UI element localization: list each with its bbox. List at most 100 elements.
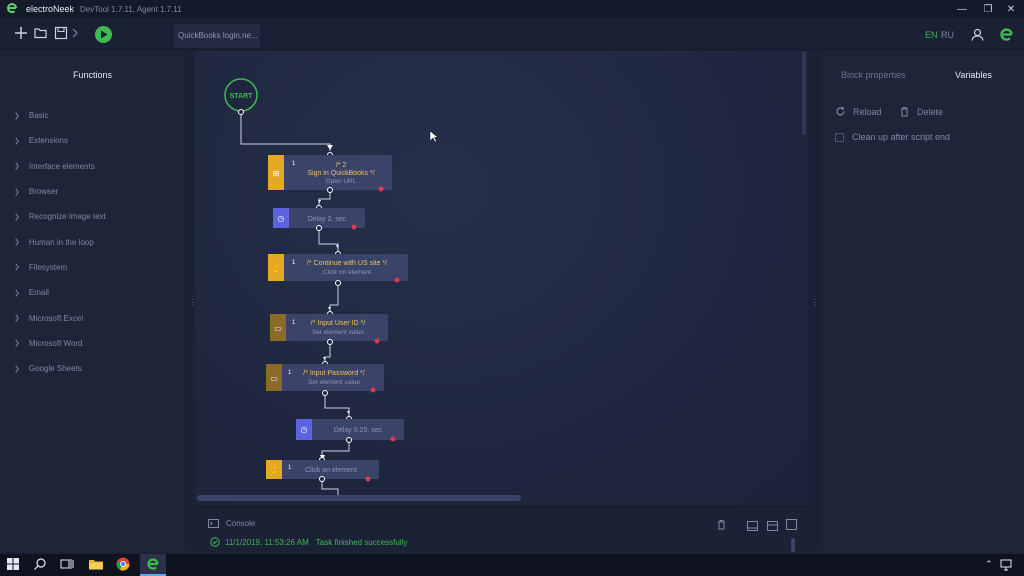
app-version: DevTool 1.7.11, Agent 1.7.11: [80, 4, 182, 14]
console-panel: Console 11/1/2019, 11:53:26 AM Task fini…: [195, 506, 807, 552]
title-bar: electroNeek DevTool 1.7.11, Agent 1.7.11: [0, 0, 1024, 18]
function-category-google-sheets[interactable]: ❯ Google Sheets: [14, 364, 82, 374]
functions-title: Functions: [72, 70, 113, 80]
browser-icon: ⊞: [273, 169, 280, 178]
block-delay-2[interactable]: ◷ Delay 2. sec: [273, 205, 365, 231]
save-icon[interactable]: [53, 26, 69, 42]
input-icon: ▭: [274, 324, 282, 333]
tray-chevron-up-icon[interactable]: ⌃: [985, 559, 993, 569]
clock-icon: ◷: [301, 425, 308, 434]
chevron-right-icon: ❯: [14, 163, 20, 171]
reload-icon: [836, 106, 845, 116]
workflow-canvas[interactable]: ▾ ▾ ▾ ▾ ▾ START ⊞ 1 /* 2 Sign in QuickBo…: [195, 51, 807, 506]
start-node[interactable]: START: [224, 78, 258, 115]
click-icon: ☝: [269, 464, 279, 474]
block-subtitle: Set element value: [312, 329, 364, 336]
block-input-password[interactable]: ▭ 1 /* Input Password */ Set element val…: [266, 361, 384, 396]
close-icon[interactable]: ✕: [1006, 3, 1016, 15]
plus-icon[interactable]: [13, 26, 29, 42]
block-continue-us-site[interactable]: ☝ 1 /* Continue with US site */ Click on…: [268, 251, 408, 286]
function-category-interface-elements[interactable]: ❯ Interface elements: [14, 161, 95, 171]
block-click-on-element[interactable]: ☝ 1 Click on element: [266, 457, 379, 482]
trash-icon[interactable]: [716, 517, 727, 535]
workflow-diagram[interactable]: ▾ ▾ ▾ ▾ ▾ START ⊞ 1 /* 2 Sign in QuickBo…: [195, 51, 807, 506]
lang-en[interactable]: EN: [925, 30, 938, 40]
folder-icon[interactable]: [33, 26, 49, 42]
tab-variables[interactable]: Variables: [955, 70, 992, 80]
click-icon: ☝: [271, 263, 281, 273]
collapse-left-handle[interactable]: ⋮: [189, 298, 197, 307]
block-input-user-id[interactable]: ▭ 1 /* Input User ID */ Set element valu…: [270, 311, 388, 345]
os-taskbar: ⌃: [0, 554, 1024, 576]
maximize-icon[interactable]: ❐: [983, 3, 993, 15]
tab-block-properties[interactable]: Block properties: [841, 70, 906, 80]
lang-ru[interactable]: RU: [941, 30, 954, 40]
chrome-icon[interactable]: [116, 557, 132, 573]
block-title-line2: Sign in QuickBooks */: [307, 170, 374, 177]
chevron-right-icon: ❯: [14, 340, 20, 348]
block-subtitle: Delay 0.25. sec: [334, 427, 383, 434]
chevron-right-icon: ❯: [14, 289, 20, 297]
svg-text:1: 1: [288, 465, 292, 471]
block-subtitle: Set element value: [308, 379, 360, 386]
chevron-right-icon: ❯: [14, 315, 20, 323]
block-delay-025[interactable]: ◷ Delay 0.25. sec: [296, 416, 404, 443]
layout-split-icon[interactable]: [767, 518, 778, 536]
function-category-filesystem[interactable]: ❯ Filesystem: [14, 262, 68, 272]
console-icon: [208, 519, 219, 528]
run-button[interactable]: [95, 26, 112, 43]
electroneek-icon: [147, 558, 159, 570]
chevron-right-icon[interactable]: [67, 26, 83, 42]
layout-full-icon[interactable]: [786, 517, 797, 535]
chevron-right-icon: ❯: [14, 112, 20, 120]
user-icon[interactable]: [971, 28, 984, 46]
task-view-icon[interactable]: [60, 557, 76, 573]
network-icon[interactable]: [1000, 558, 1012, 576]
console-log-entry: 11/1/2019, 11:53:26 AM Task finished suc…: [210, 537, 407, 547]
svg-text:1: 1: [292, 161, 296, 167]
reload-button[interactable]: Reload: [835, 106, 882, 117]
chevron-right-icon: ❯: [14, 264, 20, 272]
properties-panel: Block properties Variables Reload Delete…: [822, 51, 1024, 551]
function-category-microsoft-word[interactable]: ❯ Microsoft Word: [14, 338, 83, 348]
electroneek-logo-icon: [6, 2, 20, 16]
function-category-browser[interactable]: ❯ Browser: [14, 187, 59, 197]
function-category-human-in-the-loop[interactable]: ❯ Human in the loop: [14, 237, 94, 247]
chevron-right-icon: ❯: [14, 137, 20, 145]
search-icon[interactable]: [33, 557, 49, 573]
cleanup-checkbox[interactable]: [835, 132, 844, 142]
block-open-url[interactable]: ⊞ 1 /* 2 Sign in QuickBooks */ Open URL: [268, 152, 392, 193]
clock-icon: ◷: [278, 214, 285, 223]
collapse-right-handle[interactable]: ⋮: [811, 298, 819, 307]
chevron-right-icon: ❯: [14, 213, 20, 221]
start-label: START: [230, 93, 254, 100]
tab-quickbooks-login[interactable]: QuickBooks login.ne...: [174, 24, 260, 48]
windows-start-icon[interactable]: [6, 557, 22, 573]
chevron-right-icon: ❯: [14, 188, 20, 196]
block-title-line1: /* 2: [336, 162, 347, 169]
vertical-scrollbar: [802, 51, 806, 135]
console-header[interactable]: Console: [208, 519, 255, 528]
minimize-icon[interactable]: —: [957, 3, 967, 15]
brand-icon: [999, 27, 1014, 47]
function-category-email[interactable]: ❯ Email: [14, 288, 49, 298]
functions-panel: Functions ❯ Basic ❯ Extensions ❯ Interface …: [0, 51, 185, 551]
svg-text:1: 1: [292, 320, 296, 326]
svg-text:▾: ▾: [328, 306, 331, 312]
console-scrollbar[interactable]: [791, 538, 795, 552]
electroneek-taskbar-button[interactable]: [140, 554, 166, 576]
delete-button[interactable]: Delete: [899, 106, 943, 117]
layout-bottom-icon[interactable]: [747, 518, 758, 536]
horizontal-scrollbar: [197, 495, 521, 501]
trash-icon: [901, 107, 908, 117]
file-explorer-icon[interactable]: [88, 557, 104, 573]
function-category-recognize-image-text[interactable]: ❯ Recognize image text: [14, 212, 106, 222]
input-icon: ▭: [270, 374, 278, 383]
function-category-microsoft-excel[interactable]: ❯ Microsoft Excel: [14, 313, 84, 323]
mouse-cursor-icon: [429, 130, 439, 143]
svg-text:1: 1: [288, 370, 292, 376]
function-category-extensions[interactable]: ❯ Extensions: [14, 136, 69, 146]
block-subtitle: Open URL: [326, 178, 357, 185]
function-category-basic[interactable]: ❯ Basic: [14, 111, 49, 121]
cleanup-checkbox-row[interactable]: Clean up after script end: [835, 132, 950, 142]
